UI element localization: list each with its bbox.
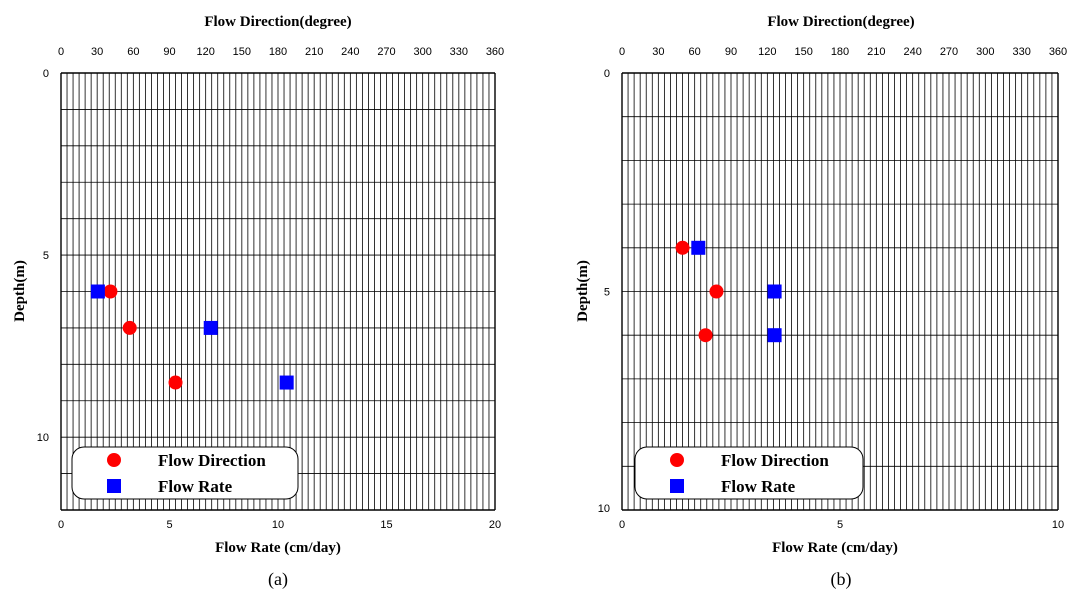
flow-direction-point <box>675 240 690 255</box>
flow-direction-point <box>709 284 724 299</box>
top-tick-label: 210 <box>867 46 885 58</box>
series-flow-rate <box>691 240 782 343</box>
top-tick-label: 150 <box>794 46 812 58</box>
bottom-axis-title: Flow Rate (cm/day) <box>215 540 341 556</box>
top-tick-label: 60 <box>127 46 139 58</box>
top-tick-label: 240 <box>341 46 359 58</box>
top-tick-label: 330 <box>450 46 468 58</box>
legend-box <box>634 446 864 500</box>
top-tick-label: 120 <box>196 46 214 58</box>
grid-lines <box>621 72 1059 511</box>
top-axis-title: Flow Direction(degree) <box>204 14 351 30</box>
legend-marker-square <box>107 479 121 493</box>
chart-panel-b: Flow Direction(degree) Flow Rate (cm/day… <box>575 14 1067 590</box>
y-tick-label: 0 <box>604 68 610 80</box>
flow-rate-point <box>279 375 294 390</box>
bottom-tick-label: 10 <box>1052 519 1064 531</box>
top-tick-label: 0 <box>619 46 625 58</box>
legend-label: Flow Rate <box>721 477 796 496</box>
top-tick-label: 360 <box>1049 46 1067 58</box>
bottom-tick-label: 20 <box>489 519 501 531</box>
grid-lines <box>60 72 496 511</box>
legend-marker-circle <box>670 453 684 467</box>
bottom-axis-title: Flow Rate (cm/day) <box>772 540 898 556</box>
flow-direction-point <box>698 328 713 343</box>
y-axis-title: Depth(m) <box>575 260 591 322</box>
top-tick-label: 180 <box>269 46 287 58</box>
top-tick-label: 120 <box>758 46 776 58</box>
bottom-tick-label: 0 <box>619 519 625 531</box>
y-tick-label: 5 <box>604 287 610 299</box>
legend-marker-square <box>670 479 684 493</box>
top-tick-label: 0 <box>58 46 64 58</box>
flow-rate-point <box>203 320 218 335</box>
flow-rate-point <box>767 284 782 299</box>
top-tick-label: 330 <box>1012 46 1030 58</box>
series-flow-direction <box>675 240 724 343</box>
top-tick-label: 90 <box>163 46 175 58</box>
flow-rate-point <box>767 328 782 343</box>
top-tick-label: 240 <box>903 46 921 58</box>
top-tick-label: 60 <box>689 46 701 58</box>
flow-direction-point <box>168 375 183 390</box>
flow-rate-point <box>691 240 706 255</box>
legend: Flow Direction Flow Rate <box>634 446 864 500</box>
top-tick-label: 30 <box>652 46 664 58</box>
top-tick-label: 90 <box>725 46 737 58</box>
chart-panel-a: Flow Direction(degree) Flow Rate (cm/day… <box>12 14 504 590</box>
panel-caption: (a) <box>268 569 288 590</box>
legend: Flow Direction Flow Rate <box>71 446 299 500</box>
y-tick-label: 0 <box>43 68 49 80</box>
legend-label: Flow Rate <box>158 477 233 496</box>
bottom-tick-label: 5 <box>837 519 843 531</box>
panel-caption: (b) <box>831 569 852 590</box>
top-tick-label: 270 <box>377 46 395 58</box>
top-tick-label: 180 <box>831 46 849 58</box>
top-tick-label: 30 <box>91 46 103 58</box>
top-tick-label: 360 <box>486 46 504 58</box>
top-tick-label: 270 <box>940 46 958 58</box>
top-tick-label: 300 <box>976 46 994 58</box>
top-axis-title: Flow Direction(degree) <box>767 14 914 30</box>
legend-label: Flow Direction <box>721 451 829 470</box>
legend-box <box>71 446 299 500</box>
y-tick-label: 10 <box>37 432 49 444</box>
flow-rate-point <box>90 284 105 299</box>
y-axis-title: Depth(m) <box>12 260 28 322</box>
bottom-tick-label: 0 <box>58 519 64 531</box>
series-flow-direction <box>103 284 183 390</box>
series-flow-rate <box>90 284 294 390</box>
flow-direction-point <box>103 284 118 299</box>
legend-label: Flow Direction <box>158 451 266 470</box>
top-tick-label: 210 <box>305 46 323 58</box>
legend-marker-circle <box>107 453 121 467</box>
bottom-tick-label: 10 <box>272 519 284 531</box>
top-tick-label: 150 <box>233 46 251 58</box>
flow-direction-point <box>122 320 137 335</box>
y-tick-label: 10 <box>598 503 610 515</box>
top-tick-label: 300 <box>413 46 431 58</box>
y-tick-label: 5 <box>43 250 49 262</box>
bottom-tick-label: 5 <box>166 519 172 531</box>
bottom-tick-label: 15 <box>380 519 392 531</box>
